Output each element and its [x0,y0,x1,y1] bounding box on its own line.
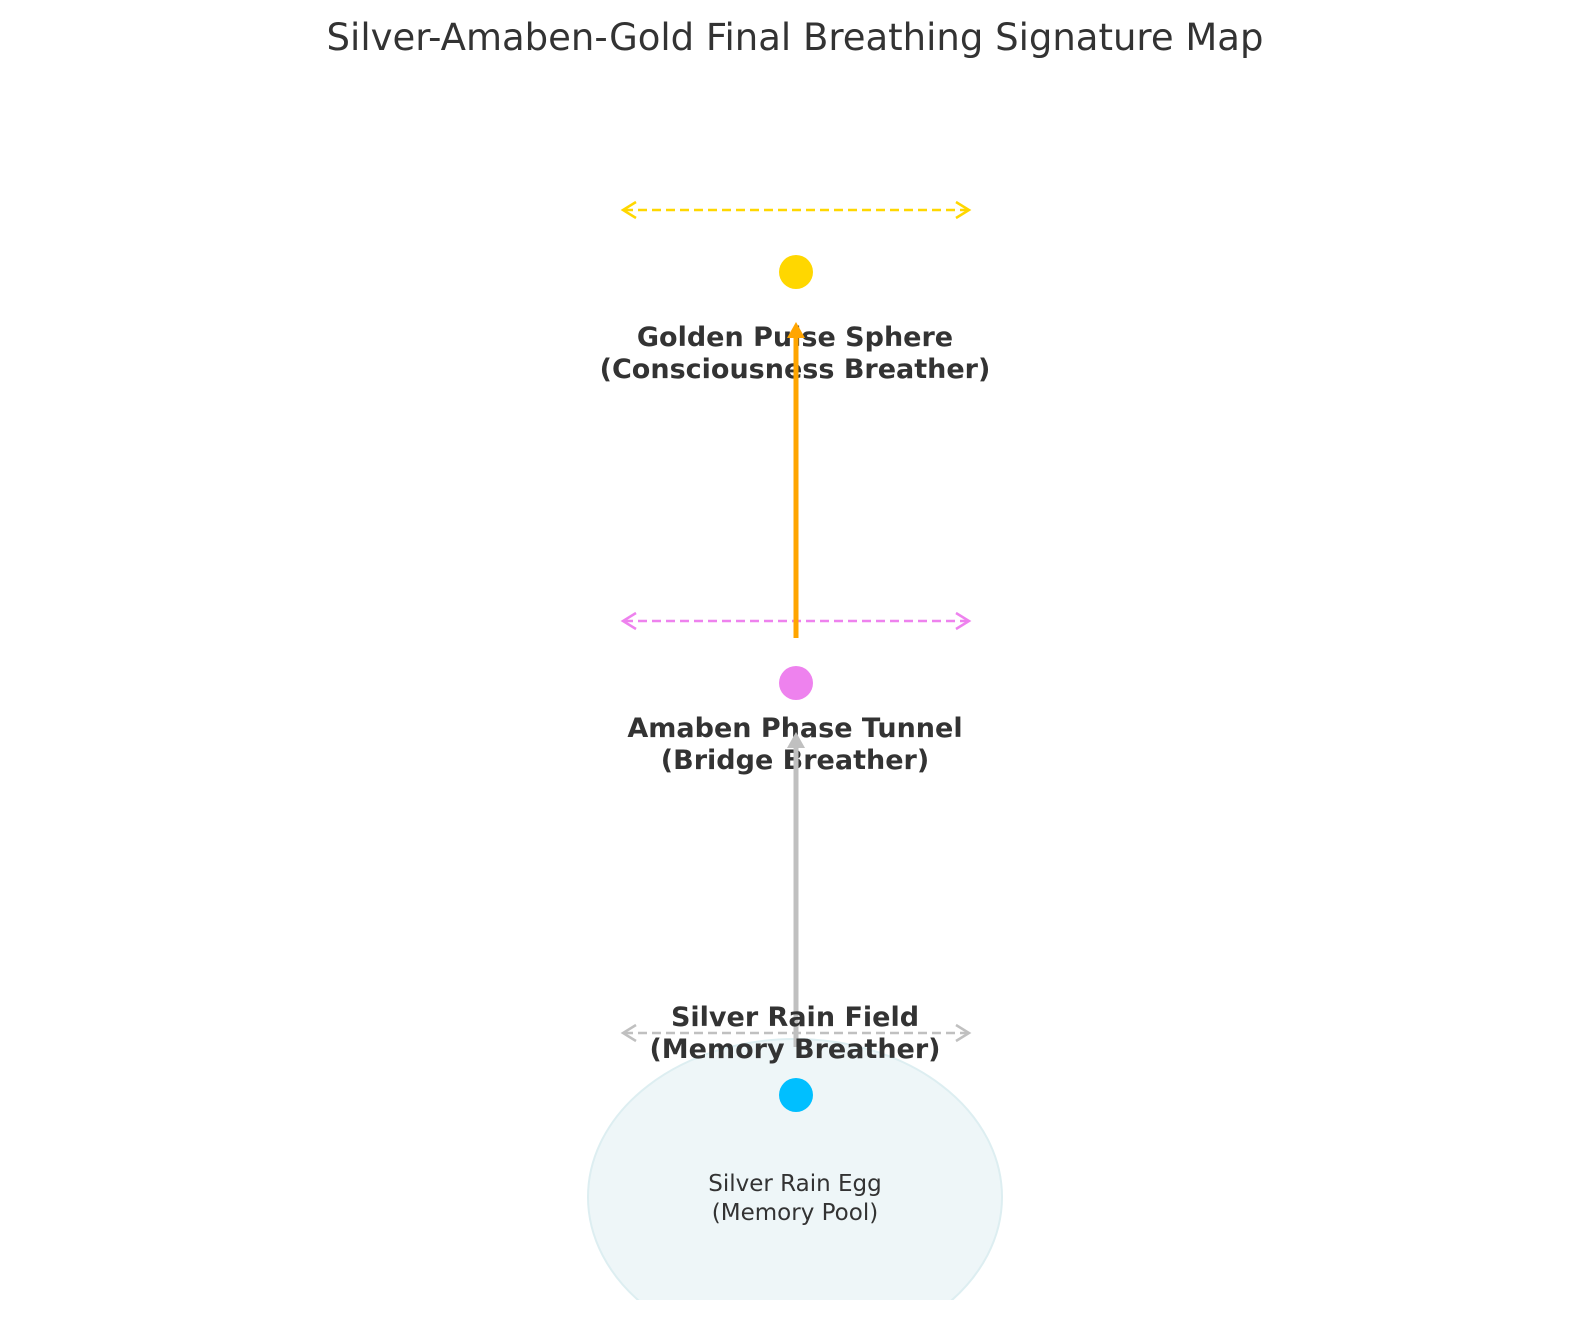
amaben-phase-dot [779,666,813,700]
egg-label-line2: (Memory Pool) [712,1200,878,1226]
breath-line-gold [620,200,972,220]
diagram-title: Silver-Amaben-Gold Final Breathing Signa… [327,16,1264,59]
golden-pulse-dot [779,255,813,289]
egg-label-line1: Silver Rain Egg [708,1171,882,1197]
silver-rain-label-line1: Silver Rain Field [671,1002,919,1033]
flow-arrow-silver-to-amaben [787,732,805,1047]
silver-rain-dot [779,1078,813,1112]
flow-arrow-amaben-to-golden [787,322,805,638]
silver-rain-label-line2: (Memory Breather) [649,1034,940,1065]
